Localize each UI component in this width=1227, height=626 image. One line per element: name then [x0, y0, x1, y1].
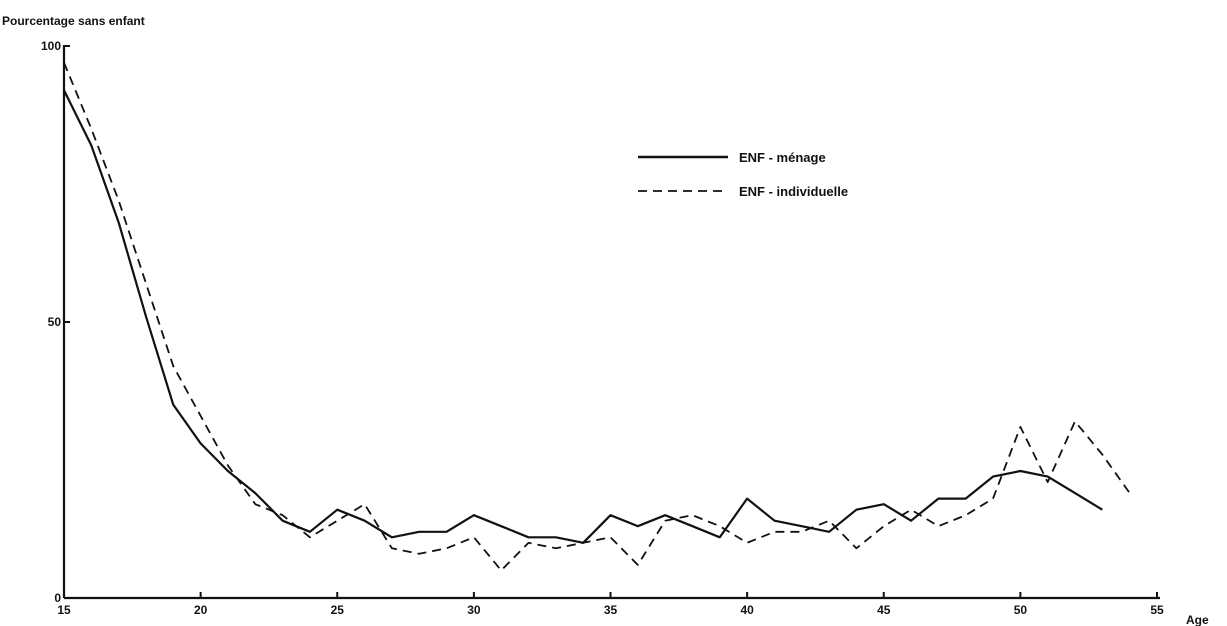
x-tick-label: 25	[331, 603, 345, 617]
x-tick-label: 20	[194, 603, 208, 617]
x-tick-label: 30	[467, 603, 481, 617]
series-line-individuelle	[63, 62, 1131, 572]
x-axis-title: Age	[1186, 613, 1209, 626]
plot-area	[63, 62, 1131, 572]
x-tick-label: 55	[1150, 603, 1164, 617]
x-tick-label: 50	[1014, 603, 1028, 617]
x-tick-label: 15	[57, 603, 71, 617]
x-tick-label: 35	[604, 603, 618, 617]
x-tick-label: 45	[877, 603, 891, 617]
legend: ENF - ménage ENF - individuelle	[638, 150, 848, 199]
x-tick-label: 40	[740, 603, 754, 617]
series-line-menage	[63, 89, 1103, 544]
legend-label-individuelle: ENF - individuelle	[739, 184, 848, 199]
legend-label-menage: ENF - ménage	[739, 150, 826, 165]
y-tick-label: 0	[54, 591, 61, 605]
axis-ticks: 15 20 25 30 35 40 45 50 55 0 50 100	[41, 39, 1164, 617]
y-tick-label: 100	[41, 39, 61, 53]
y-axis-title: Pourcentage sans enfant	[2, 14, 145, 28]
y-tick-label: 50	[48, 315, 62, 329]
